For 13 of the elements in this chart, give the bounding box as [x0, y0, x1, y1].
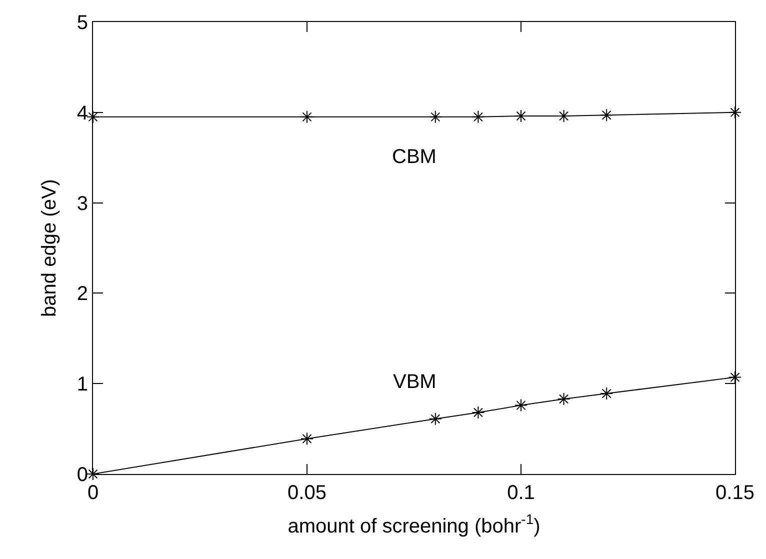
x-tick-label: 0.15	[716, 482, 754, 504]
y-tick-label: 2	[76, 283, 88, 306]
y-tick-label: 4	[76, 102, 88, 124]
x-axis-title: amount of screening (bohr$^{-1}$)	[288, 511, 540, 538]
y-tick-label: 5	[76, 12, 88, 34]
series-label: CBM	[392, 146, 436, 168]
y-tick-label: 1	[76, 374, 88, 396]
y-axis-title: band edge (eV)	[38, 179, 60, 317]
x-tick-label: 0.1	[507, 482, 535, 504]
series-label: VBM	[393, 371, 436, 393]
y-tick-label: 3	[76, 192, 88, 215]
y-tick-label: 0	[76, 464, 88, 486]
x-tick-label: 0.05	[288, 482, 326, 504]
